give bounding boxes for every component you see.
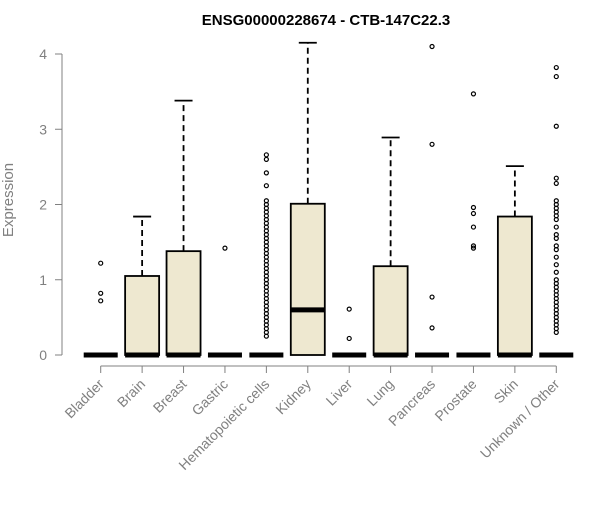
box (496, 215, 533, 356)
outlier-point (553, 175, 559, 181)
x-tick-label: Kidney (272, 376, 314, 418)
box-group (332, 306, 367, 358)
box (289, 202, 326, 356)
outlier-point (429, 43, 435, 50)
x-tick-label: Liver (323, 376, 356, 409)
x-tick-label: Skin (490, 376, 521, 407)
outlier-point (553, 216, 559, 223)
outlier-point (98, 290, 104, 296)
box-group (165, 99, 202, 358)
outlier-point (553, 329, 559, 336)
chart-title: ENSG00000228674 - CTB-147C22.3 (202, 12, 450, 29)
outlier-point (222, 245, 228, 251)
box-series (83, 41, 574, 358)
outlier-point (553, 180, 559, 187)
outlier-point (553, 73, 559, 80)
x-tick-label: Breast (150, 376, 190, 416)
x-tick-label: Brain (114, 376, 148, 410)
outlier-point (470, 210, 477, 217)
outlier-point (553, 64, 559, 71)
box (165, 250, 202, 356)
outlier-point (263, 183, 269, 189)
x-tick-label: Unknown / Other (477, 376, 563, 462)
outlier-point (470, 224, 477, 230)
outlier-point (263, 152, 269, 158)
outlier-point (553, 269, 559, 275)
y-tick-label: 3 (39, 121, 47, 137)
outlier-point (553, 262, 559, 268)
box-group (207, 245, 242, 358)
outlier-point (470, 204, 477, 211)
outlier-point (263, 156, 269, 162)
outlier-point (98, 260, 104, 266)
y-tick-label: 0 (39, 347, 47, 363)
outlier-point (429, 294, 435, 300)
outlier-point (553, 254, 559, 260)
box-group (372, 136, 409, 358)
outlier-point (553, 247, 559, 253)
y-tick-label: 4 (39, 46, 47, 62)
outlier-point (346, 335, 352, 342)
box-group (456, 91, 491, 358)
outlier-point (429, 325, 435, 331)
box-group (496, 165, 533, 358)
box (372, 265, 409, 356)
x-tick-label: Lung (363, 376, 396, 409)
outlier-point (470, 243, 477, 249)
y-tick-label: 2 (39, 197, 47, 213)
outlier-point (553, 123, 559, 129)
box-group (249, 152, 284, 358)
outlier-point (429, 141, 435, 147)
outlier-point (263, 333, 269, 339)
box-group (124, 215, 161, 358)
box-group (539, 64, 574, 358)
y-tick-label: 1 (39, 272, 47, 288)
outlier-point (470, 245, 477, 251)
outlier-point (98, 298, 104, 304)
outlier-point (263, 170, 269, 176)
x-tick-label: Bladder (61, 376, 107, 422)
outlier-point (553, 224, 559, 230)
box-group (83, 260, 118, 358)
outlier-point (346, 306, 352, 312)
box-group (415, 43, 450, 358)
box-group (289, 41, 326, 356)
outlier-point (553, 235, 559, 241)
x-tick-label: Prostate (431, 376, 479, 424)
outlier-point (470, 91, 477, 97)
y-axis: 0 1 2 3 4 (39, 46, 63, 363)
box (124, 275, 161, 356)
y-axis-label: Expression (0, 163, 17, 237)
